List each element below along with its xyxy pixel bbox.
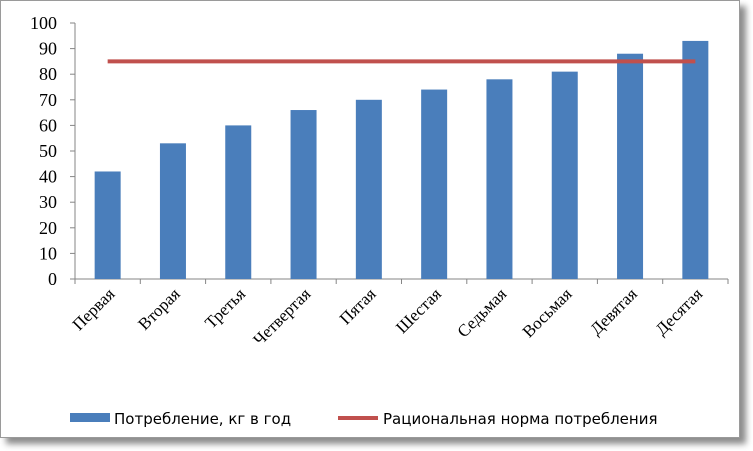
y-tick-label: 20 bbox=[39, 218, 57, 238]
x-tick-label: Восьмая bbox=[519, 284, 576, 341]
bars bbox=[94, 40, 709, 280]
bar bbox=[682, 40, 709, 279]
y-tick-label: 90 bbox=[39, 39, 57, 59]
legend: Потребление, кг в год Рациональная норма… bbox=[70, 410, 658, 428]
legend-swatch-consumption bbox=[70, 413, 110, 422]
x-tick-label: Первая bbox=[69, 284, 119, 334]
y-tick-label: 70 bbox=[39, 90, 57, 110]
bar bbox=[617, 53, 644, 279]
y-tick-label: 0 bbox=[48, 269, 57, 289]
bar bbox=[225, 125, 252, 280]
legend-label-norm: Рациональная норма потребления bbox=[383, 410, 658, 428]
y-tick-label: 10 bbox=[39, 243, 57, 263]
y-tick-label: 80 bbox=[39, 64, 57, 84]
x-tick-label: Вторая bbox=[134, 284, 184, 334]
x-tick-label: Шестая bbox=[392, 284, 445, 337]
bar bbox=[551, 71, 578, 279]
x-tick-label: Пятая bbox=[336, 284, 380, 328]
bar bbox=[486, 79, 513, 279]
legend-label-consumption: Потребление, кг в год bbox=[114, 410, 291, 428]
bar bbox=[421, 89, 448, 279]
y-tick-label: 100 bbox=[30, 13, 57, 33]
y-tick-label: 60 bbox=[39, 115, 57, 135]
y-tick-label: 50 bbox=[39, 141, 57, 161]
x-tick-label: Девятая bbox=[586, 284, 641, 339]
bar bbox=[94, 171, 121, 279]
y-tick-label: 30 bbox=[39, 192, 57, 212]
bar bbox=[290, 110, 317, 279]
x-tick-label: Четвертая bbox=[249, 284, 314, 349]
x-tick-label: Десятая bbox=[652, 284, 707, 339]
x-tick-label: Седьмая bbox=[454, 284, 511, 341]
bar bbox=[159, 143, 186, 279]
x-tick-label: Третья bbox=[201, 284, 249, 332]
y-tick-label: 40 bbox=[39, 167, 57, 187]
bar bbox=[355, 99, 382, 279]
